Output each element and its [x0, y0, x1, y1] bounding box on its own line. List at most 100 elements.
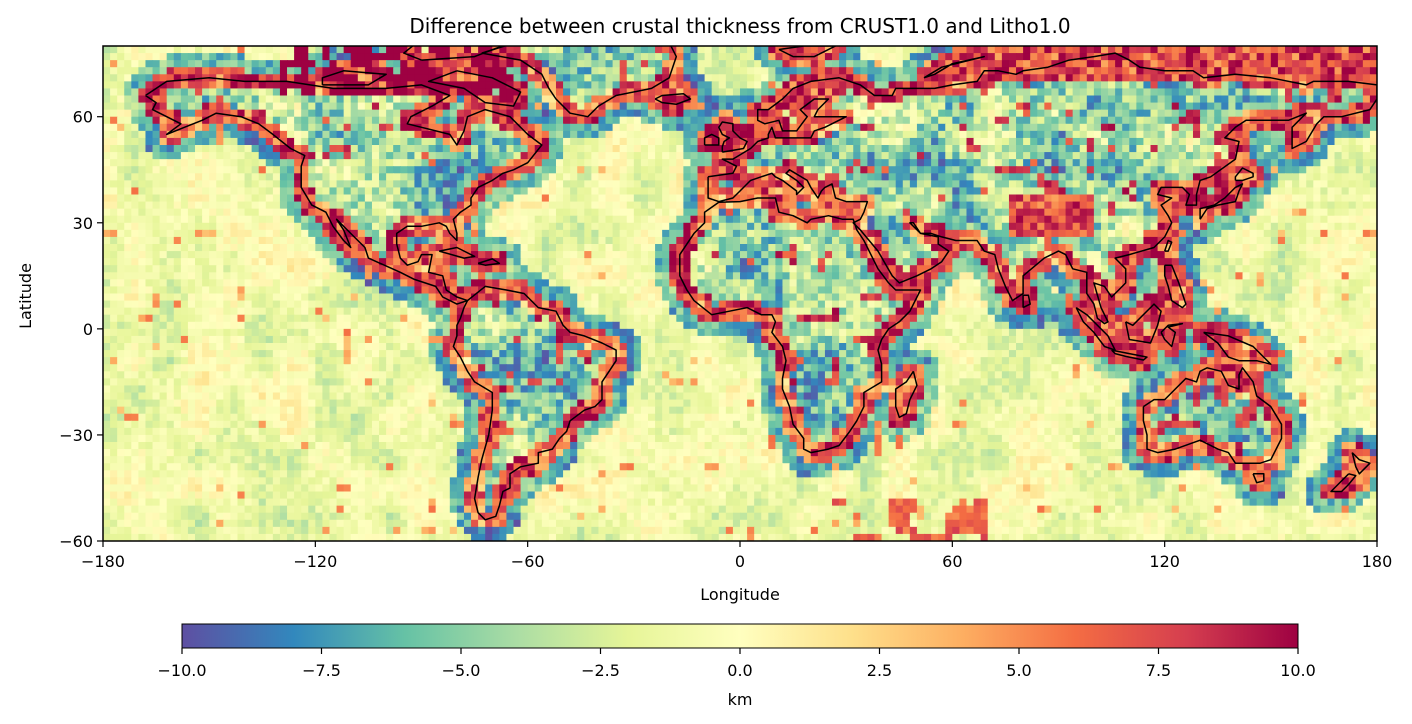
heatmap-cell [1327, 102, 1336, 111]
heatmap-cell [294, 166, 302, 174]
heatmap-cell [633, 201, 642, 210]
heatmap-cell [1284, 88, 1293, 97]
heatmap-cell [124, 123, 132, 132]
heatmap-cell [308, 137, 316, 146]
heatmap-cell [393, 222, 401, 231]
heatmap-cell [527, 222, 536, 231]
heatmap-cell [612, 123, 621, 132]
heatmap-cell [598, 166, 607, 174]
heatmap-cell [761, 60, 769, 68]
heatmap-cell [124, 145, 132, 153]
heatmap-cell [1008, 208, 1017, 217]
heatmap-cell [463, 222, 472, 231]
heatmap-cell [1129, 159, 1137, 167]
heatmap-cell [1122, 166, 1130, 174]
heatmap-cell [463, 88, 472, 97]
heatmap-cell [393, 173, 401, 181]
heatmap-cell [916, 67, 925, 75]
heatmap-cell [916, 222, 925, 231]
heatmap-cell [1030, 46, 1038, 54]
heatmap-cell [195, 53, 203, 61]
heatmap-cell [1284, 130, 1293, 139]
heatmap-cell [485, 194, 493, 203]
heatmap-cell [407, 102, 416, 111]
heatmap-cell [789, 187, 798, 196]
heatmap-cell [1341, 187, 1350, 196]
heatmap-cell [1115, 95, 1123, 104]
heatmap-cell [1207, 53, 1215, 61]
heatmap-cell [832, 67, 840, 75]
heatmap-cell [1192, 102, 1201, 111]
heatmap-cell [683, 102, 692, 111]
heatmap-cell [1327, 145, 1336, 153]
heatmap-cell [612, 81, 621, 90]
heatmap-cell [747, 222, 755, 231]
heatmap-cell [1129, 180, 1137, 189]
heatmap-cell [867, 74, 876, 82]
heatmap-cell [379, 215, 387, 224]
heatmap-cell [1058, 208, 1067, 217]
heatmap-cell [110, 67, 118, 75]
heatmap-cell [1348, 187, 1357, 196]
heatmap-cell [386, 201, 394, 210]
heatmap-cell [718, 215, 727, 224]
heatmap-cell [846, 109, 854, 118]
heatmap-cell [463, 74, 472, 82]
heatmap-cell [1348, 88, 1357, 97]
heatmap-cell [1256, 201, 1265, 210]
heatmap-cell [669, 215, 677, 224]
heatmap-cell [938, 74, 946, 82]
heatmap-cell [499, 208, 508, 217]
heatmap-cell [605, 102, 614, 111]
heatmap-cell [1001, 130, 1010, 139]
heatmap-cell [456, 229, 465, 238]
heatmap-cell [1348, 102, 1357, 111]
heatmap-cell [1044, 229, 1053, 238]
heatmap-cell [265, 187, 274, 196]
heatmap-cell [1299, 180, 1307, 189]
heatmap-cell [1100, 109, 1109, 118]
heatmap-cell [258, 67, 267, 75]
heatmap-cell [1369, 137, 1377, 146]
heatmap-cell [959, 201, 968, 210]
heatmap-cell [1313, 166, 1321, 174]
heatmap-cell [407, 229, 416, 238]
heatmap-cell [287, 67, 295, 75]
heatmap-cell [959, 159, 968, 167]
heatmap-cell [555, 109, 564, 118]
heatmap-cell [1320, 145, 1329, 153]
heatmap-cell [994, 130, 1003, 139]
heatmap-cell [364, 74, 373, 82]
heatmap-cell [400, 159, 408, 167]
heatmap-cell [768, 53, 776, 61]
heatmap-cell [555, 222, 564, 231]
heatmap-cell [832, 215, 840, 224]
heatmap-cell [279, 109, 288, 118]
heatmap-cell [1327, 166, 1336, 174]
heatmap-cell [1072, 137, 1081, 146]
heatmap-cell [980, 130, 989, 139]
heatmap-cell [1093, 152, 1102, 160]
heatmap-cell [1200, 137, 1208, 146]
heatmap-cell [485, 145, 493, 153]
heatmap-cell [393, 145, 401, 153]
heatmap-cell [782, 229, 791, 238]
heatmap-cell [959, 74, 968, 82]
heatmap-cell [1115, 173, 1123, 181]
heatmap-cell [740, 187, 748, 196]
heatmap-cell [1115, 109, 1123, 118]
heatmap-cell [1129, 215, 1137, 224]
heatmap-cell [110, 60, 118, 68]
heatmap-cell [329, 194, 338, 203]
heatmap-cell [555, 152, 564, 160]
heatmap-cell [202, 109, 210, 118]
heatmap-cell [612, 130, 621, 139]
heatmap-cell [1235, 208, 1244, 217]
heatmap-cell [145, 60, 154, 68]
heatmap-cell [159, 194, 168, 203]
heatmap-cell [754, 201, 762, 210]
heatmap-cell [832, 229, 840, 238]
heatmap-cell [124, 201, 132, 210]
heatmap-cell [1192, 67, 1201, 75]
heatmap-cell [1164, 109, 1173, 118]
